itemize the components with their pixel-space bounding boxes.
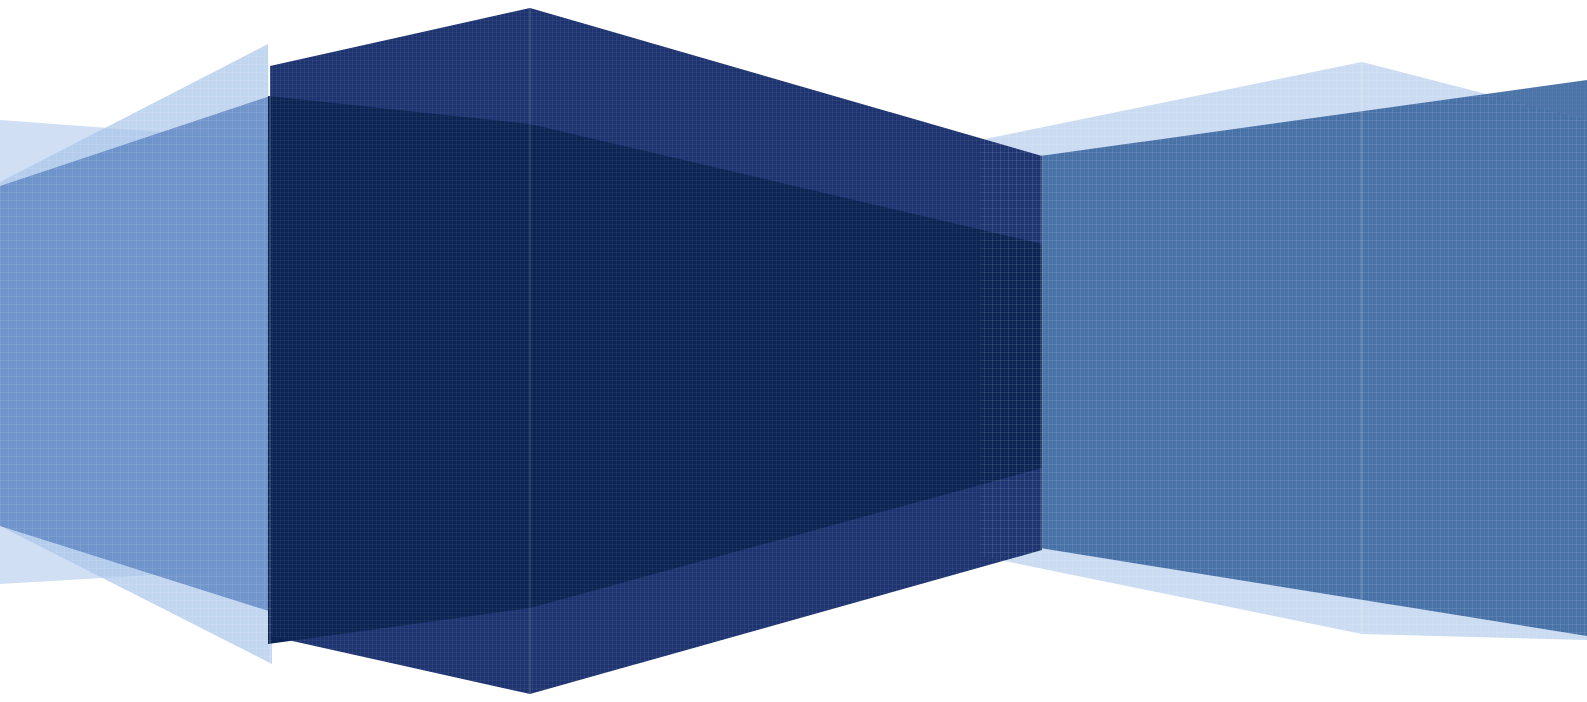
right-pale-grid-texture (980, 62, 1587, 640)
central-grid-texture (270, 8, 1042, 694)
left-grid-texture (0, 44, 272, 664)
